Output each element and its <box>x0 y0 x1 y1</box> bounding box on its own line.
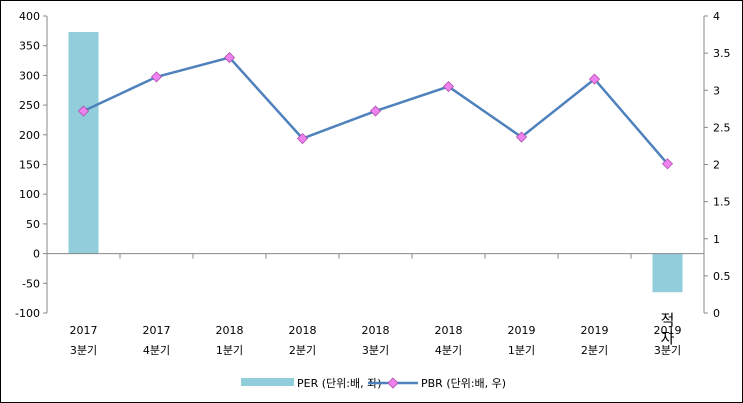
x-category-year: 2017 <box>143 324 171 337</box>
right-tick-label: 1 <box>713 233 720 246</box>
x-category-year: 2018 <box>435 324 463 337</box>
left-tick-label: 100 <box>19 188 40 201</box>
pbr-point <box>588 73 601 85</box>
pbr-point <box>77 105 90 117</box>
pbr-point <box>369 105 382 117</box>
right-tick-label: 4 <box>713 10 720 23</box>
x-category-year: 2017 <box>70 324 98 337</box>
annotation-label: 자 <box>661 329 675 347</box>
legend-pbr-marker <box>387 377 399 389</box>
right-tick-label: 3.5 <box>713 47 731 60</box>
pbr-point <box>150 71 163 83</box>
annotation-label: 적 <box>661 311 675 329</box>
pbr-point <box>515 131 528 143</box>
x-category-year: 2018 <box>362 324 390 337</box>
right-tick-label: 2 <box>713 159 720 172</box>
left-tick-label: -100 <box>15 307 40 320</box>
x-category-quarter: 3분기 <box>70 344 97 357</box>
x-category-quarter: 4분기 <box>143 344 170 357</box>
legend-pbr-label: PBR (단위:배, 우) <box>421 377 506 390</box>
x-category-year: 2019 <box>581 324 609 337</box>
x-category-year: 2019 <box>508 324 536 337</box>
pbr-point <box>296 132 309 145</box>
pbr-point <box>661 158 674 170</box>
x-category-year: 2018 <box>216 324 244 337</box>
left-tick-label: 200 <box>19 129 40 142</box>
legend-per-label: PER (단위:배, 좌) <box>297 377 382 390</box>
right-tick-label: 2.5 <box>713 121 731 134</box>
left-tick-label: 400 <box>19 10 40 23</box>
x-category-quarter: 4분기 <box>435 344 462 357</box>
x-category-quarter: 2분기 <box>289 344 316 357</box>
pbr-point <box>442 80 455 93</box>
left-tick-label: 50 <box>26 218 40 231</box>
per-bar <box>652 253 683 293</box>
right-tick-label: 0.5 <box>713 270 731 283</box>
right-tick-label: 0 <box>713 307 720 320</box>
x-category-quarter: 1분기 <box>508 344 535 357</box>
x-category-quarter: 3분기 <box>654 344 681 357</box>
x-category-quarter: 2분기 <box>581 344 608 357</box>
pbr-point <box>223 52 236 64</box>
per-bar <box>68 32 99 254</box>
left-tick-label: 250 <box>19 99 40 112</box>
x-category-quarter: 3분기 <box>362 344 389 357</box>
left-tick-label: -50 <box>22 277 40 290</box>
right-tick-label: 1.5 <box>713 196 731 209</box>
left-tick-label: 150 <box>19 159 40 172</box>
left-tick-label: 300 <box>19 69 40 82</box>
x-category-year: 2018 <box>289 324 317 337</box>
legend-per-swatch <box>241 378 294 386</box>
right-tick-label: 3 <box>713 84 720 97</box>
left-tick-label: 350 <box>19 40 40 53</box>
left-tick-label: 0 <box>33 248 40 261</box>
x-category-quarter: 1분기 <box>216 344 243 357</box>
x-category-year: 2019 <box>654 324 682 337</box>
